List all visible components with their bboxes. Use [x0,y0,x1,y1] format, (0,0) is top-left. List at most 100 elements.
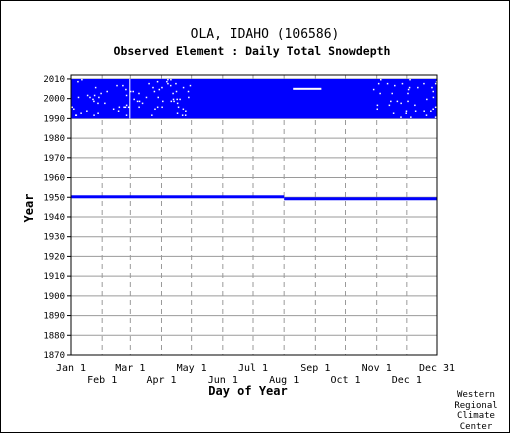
missing-mark [125,88,127,91]
plot-border [70,74,438,356]
x-tick-label: Oct 1 [330,375,360,386]
missing-mark [400,102,402,105]
y-tick-label: 1940 [43,213,65,223]
missing-mark [410,116,412,118]
missing-mark [423,110,425,112]
missing-mark [414,104,416,107]
missing-mark [392,112,395,114]
data-layer [71,78,439,201]
x-tick-label: Aug 1 [269,375,299,386]
missing-mark [434,82,437,85]
missing-mark [157,96,159,99]
x-tick-label: Mar 1 [115,363,145,374]
missing-mark [432,96,435,99]
missing-mark [122,84,124,87]
missing-mark [170,78,172,81]
missing-mark [407,88,410,91]
missing-mark [172,98,175,101]
missing-mark [175,90,178,93]
missing-mark [372,88,375,91]
missing-mark [133,98,135,101]
missing-mark [97,112,99,114]
missing-mark [77,80,79,83]
x-tick-label: Jan 1 [56,363,86,374]
missing-mark [396,100,399,103]
missing-mark [407,100,409,103]
missing-mark [118,106,121,109]
missing-mark [141,102,144,105]
missing-mark [167,78,169,81]
missing-mark [151,114,153,116]
missing-mark [169,84,172,87]
missing-mark [430,110,432,112]
missing-mark [124,106,127,109]
y-tick-label: 1880 [43,331,65,341]
missing-mark [97,102,99,105]
missing-mark [386,82,389,85]
missing-mark [136,100,139,103]
missing-mark [431,86,433,89]
missing-mark [175,82,177,85]
missing-mark [417,86,419,89]
x-tick-label: Apr 1 [146,375,176,386]
missing-mark [380,78,382,81]
missing-mark [176,98,178,101]
missing-mark [436,98,439,101]
missing-mark [158,88,161,91]
missing-mark [407,92,409,95]
missing-mark [293,87,322,90]
missing-mark [77,96,80,99]
chart-subtitle: Observed Element : Daily Total Snowdepth [114,44,391,58]
missing-mark [184,114,187,116]
missing-mark [176,112,179,114]
missing-mark [188,96,190,99]
data-segment [284,197,437,201]
missing-mark [405,112,407,114]
x-tick-label: Sep 1 [300,363,330,374]
missing-mark [138,100,141,103]
y-tick-label: 1870 [43,351,65,361]
missing-mark [432,90,434,93]
y-tick-label: 1910 [43,272,65,282]
x-tick-label: May 1 [177,363,207,374]
credit-block: Western Regional Climate Center [448,390,504,432]
missing-mark [185,110,187,112]
x-axis-label: Day of Year [208,384,287,398]
missing-mark [138,106,140,109]
missing-mark [98,96,100,99]
missing-mark [93,114,95,116]
missing-mark [425,114,428,116]
missing-mark [80,112,82,114]
missing-mark [176,102,179,105]
missing-mark [145,96,148,99]
missing-mark [123,106,125,109]
credit-line: Western [457,390,495,400]
y-tick-label: 2010 [43,75,65,85]
y-tick-label: 1950 [43,193,65,203]
credit-line: Climate [457,411,495,421]
missing-mark [179,98,181,101]
missing-mark [172,92,174,95]
missing-mark [434,116,437,118]
missing-mark [182,86,185,89]
missing-mark [75,114,77,116]
data-segment [71,78,437,119]
y-tick-label: 2000 [43,95,65,105]
y-tick-label: 1990 [43,114,65,124]
missing-mark [161,106,163,109]
tick-labels: 1870 1880 1890 1900 1910 1920 1930 1940 1950 1960… [43,75,455,386]
missing-mark [148,82,150,85]
missing-mark [93,94,96,97]
missing-mark [81,78,83,81]
missing-mark [117,110,120,112]
missing-mark [177,106,180,109]
missing-mark [94,86,97,89]
missing-mark [189,84,192,87]
missing-mark [432,108,434,111]
missing-mark [73,108,75,111]
missing-mark [187,90,190,93]
x-tick-label: Nov 1 [362,363,392,374]
missing-mark [116,84,118,87]
y-tick-label: 1980 [43,134,65,144]
